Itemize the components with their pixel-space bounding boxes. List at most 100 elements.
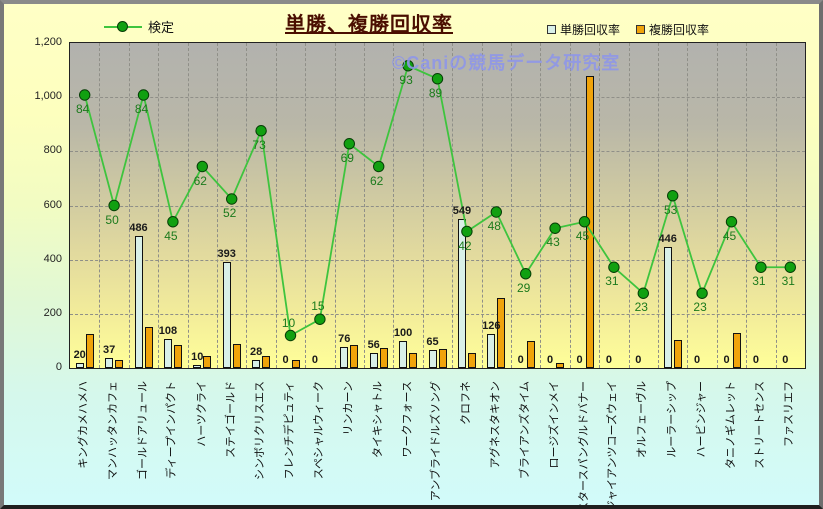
fukusho-bar [85, 334, 94, 368]
fukusho-bar [291, 359, 300, 368]
tansho-bar [399, 340, 408, 368]
kentei-point [167, 216, 179, 228]
kentei-value-label: 89 [428, 85, 443, 100]
bar-value-label: 10 [191, 351, 204, 364]
tansho-bar [369, 352, 378, 368]
bar-value-label: 28 [249, 346, 263, 359]
tansho-bar [340, 347, 349, 368]
bar-value-label: 37 [102, 343, 116, 356]
fukusho-bar [526, 340, 535, 368]
x-axis-label: クロフネ [459, 381, 472, 425]
legend-tansho: 単勝回収率 [547, 21, 620, 38]
kentei-value-label: 42 [458, 238, 472, 253]
tansho-bar [134, 236, 143, 368]
kentei-point [314, 313, 326, 325]
kentei-point [373, 160, 385, 173]
x-axis-label: ジャイアンツコーズウェイ [606, 381, 619, 509]
kentei-point [637, 287, 649, 299]
x-axis-label: ディープインパクト [165, 381, 178, 479]
bar-value-label: 20 [73, 348, 86, 361]
y-axis-tick: 400 [43, 252, 62, 265]
kentei-point [608, 261, 620, 273]
kentei-value-label: 23 [693, 300, 707, 315]
grid-line-vertical [658, 43, 659, 368]
grid-line-horizontal [70, 97, 805, 99]
kentei-point [108, 199, 120, 212]
legend-kentei: 検定 [104, 17, 174, 36]
kentei-point [461, 225, 473, 238]
bar-value-label: 0 [694, 354, 701, 366]
kentei-value-label: 62 [193, 173, 207, 188]
fukusho-bar [144, 327, 153, 368]
bar-value-label: 0 [517, 354, 524, 366]
kentei-value-label: 15 [311, 299, 325, 314]
kentei-value-label: 48 [487, 219, 501, 233]
grid-line-vertical [599, 43, 601, 368]
kentei-value-label: 45 [722, 228, 737, 243]
kentei-point [343, 138, 355, 150]
kentei-value-label: 50 [105, 212, 119, 227]
kentei-line [79, 60, 796, 342]
watermark: ©Caniの競馬データ研究室 [392, 53, 621, 73]
kentei-point [549, 222, 561, 234]
kentei-point [578, 216, 591, 228]
grid-line-vertical [716, 43, 718, 368]
x-axis-label: アンブライドルズソング [430, 381, 443, 502]
y-axis-tick: 0 [55, 361, 62, 373]
grid-line-vertical [569, 43, 571, 368]
kentei-value-label: 52 [223, 206, 237, 220]
kentei-point [667, 190, 679, 202]
x-axis-label: スタースパングルドバナー [577, 381, 590, 509]
grid-line-vertical [128, 43, 130, 368]
tansho-bar [252, 360, 261, 368]
grid-line-vertical [99, 43, 101, 368]
kentei-value-label: 84 [134, 102, 149, 116]
tansho-bar [75, 362, 84, 368]
grid-line-horizontal [70, 259, 805, 261]
grid-line-vertical [746, 43, 748, 368]
x-axis-label: キングカメハメハ [77, 381, 90, 469]
kentei-point [137, 89, 150, 101]
grid-line-vertical [540, 43, 542, 368]
grid-line-vertical [275, 43, 277, 368]
grid-line-vertical [305, 43, 307, 368]
grid-line-vertical [511, 43, 512, 368]
fukusho-bar [732, 332, 741, 368]
x-axis-label: ロージズインメイ [548, 381, 561, 469]
y-axis-tick: 1,000 [34, 90, 62, 103]
fukusho-bar [115, 359, 124, 368]
kentei-value-label: 62 [370, 173, 384, 188]
grid-line-vertical [628, 43, 630, 368]
bar-value-label: 0 [635, 354, 642, 366]
fukusho-bar [262, 355, 271, 368]
fukusho-bar [673, 339, 682, 368]
fukusho-bar [203, 355, 212, 368]
x-axis-label: リンカーン [342, 381, 355, 436]
bar-value-label: 56 [367, 338, 380, 351]
bar-value-label: 0 [752, 354, 759, 366]
kentei-point [431, 73, 444, 85]
kentei-value-label: 69 [340, 150, 354, 165]
kentei-value-label: 31 [781, 274, 795, 289]
kentei-point [255, 125, 267, 137]
tansho-bar [105, 357, 114, 368]
kentei-value-label: 31 [752, 274, 766, 289]
y-axis-tick: 600 [43, 198, 62, 211]
tansho-bar [487, 333, 496, 368]
tansho-bar [663, 247, 672, 368]
fukusho-bar [438, 349, 447, 368]
x-axis-labels: キングカメハメハ マンハッタンカフェ ゴールドアリュール ディープインパクト ハーツクラ… [69, 376, 804, 509]
grid-line-vertical [481, 43, 483, 368]
tansho-bar [193, 365, 202, 368]
legend-fukusho-label: 複勝回収率 [649, 23, 710, 37]
legend-fukusho: 複勝回収率 [636, 21, 709, 38]
x-axis-label: ゴールドアリュール [136, 381, 149, 480]
x-axis-label: ワークフォース [401, 381, 414, 458]
fukusho-bar [556, 362, 565, 368]
y-axis-tick: 1,200 [34, 36, 62, 48]
x-axis-label: ブライアンズタイム [518, 381, 531, 480]
x-axis-label: ファスリエフ [783, 381, 796, 447]
bar-value-label: 486 [129, 222, 148, 235]
kentei-point [226, 193, 238, 205]
